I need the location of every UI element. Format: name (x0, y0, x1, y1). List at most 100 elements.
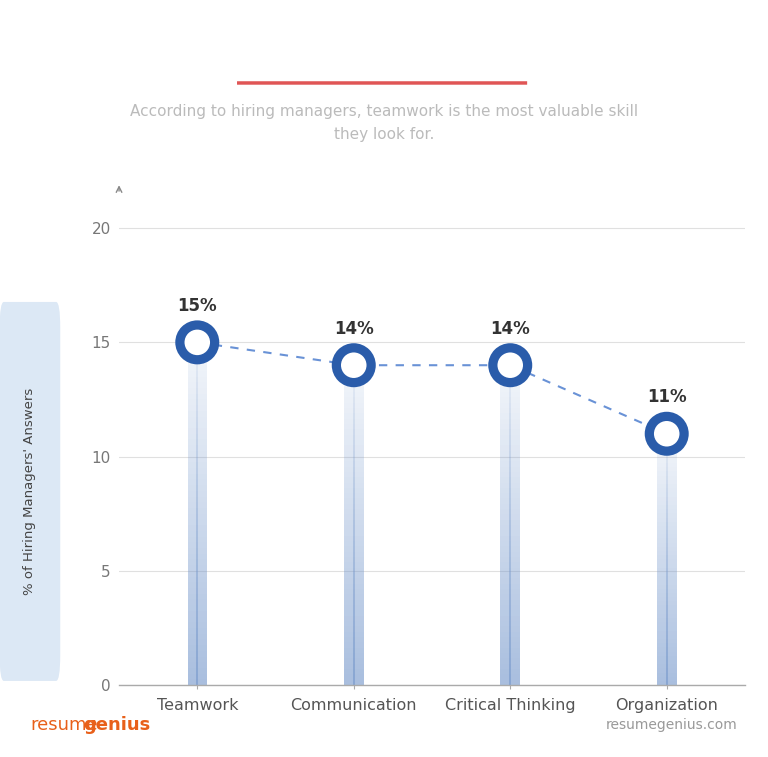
Bar (353, 615, 363, 621)
Bar (187, 474, 198, 479)
Bar (353, 531, 363, 536)
Bar (501, 477, 511, 482)
Bar (509, 445, 520, 450)
Bar (657, 538, 668, 543)
Bar (666, 627, 677, 631)
Bar (196, 416, 207, 422)
Bar (187, 400, 198, 405)
Bar (344, 637, 355, 643)
Bar (657, 509, 668, 513)
Bar (501, 621, 511, 627)
Bar (501, 440, 511, 445)
Bar (344, 429, 355, 435)
Bar (501, 525, 511, 531)
Bar (657, 492, 668, 497)
Bar (353, 632, 363, 637)
Bar (196, 394, 207, 400)
Bar (187, 468, 198, 474)
Bar (509, 525, 520, 531)
Bar (196, 531, 207, 537)
Bar (196, 582, 207, 588)
Bar (353, 456, 363, 461)
Bar (666, 593, 677, 597)
Bar (666, 614, 677, 618)
Bar (353, 637, 363, 643)
Bar (509, 589, 520, 594)
Bar (657, 584, 668, 589)
Bar (509, 482, 520, 488)
Bar (353, 557, 363, 562)
Bar (353, 674, 363, 680)
Bar (196, 605, 207, 611)
Bar (196, 348, 207, 354)
Bar (187, 354, 198, 360)
Bar (666, 668, 677, 672)
Bar (196, 645, 207, 651)
Bar (657, 472, 668, 475)
Bar (666, 652, 677, 656)
Bar (187, 514, 198, 519)
Bar (501, 547, 511, 552)
Bar (509, 413, 520, 419)
Text: resumegenius.com: resumegenius.com (605, 718, 737, 732)
Bar (509, 621, 520, 627)
Bar (344, 499, 355, 504)
Bar (353, 392, 363, 397)
Bar (344, 578, 355, 584)
Bar (501, 643, 511, 648)
Bar (666, 601, 677, 606)
Bar (666, 618, 677, 622)
Bar (196, 668, 207, 674)
Bar (501, 493, 511, 499)
Bar (353, 536, 363, 541)
Bar (666, 622, 677, 627)
Bar (657, 581, 668, 584)
Bar (666, 639, 677, 643)
Ellipse shape (184, 329, 210, 355)
Bar (196, 537, 207, 542)
Bar (501, 466, 511, 472)
Bar (344, 568, 355, 573)
Bar (501, 680, 511, 685)
Bar (344, 445, 355, 450)
Bar (353, 461, 363, 466)
Bar (501, 557, 511, 562)
Bar (501, 653, 511, 659)
Bar (196, 382, 207, 388)
Bar (657, 618, 668, 622)
Bar (501, 669, 511, 674)
Bar (196, 451, 207, 456)
Bar (666, 497, 677, 501)
Bar (187, 519, 198, 525)
Bar (666, 455, 677, 459)
Bar (501, 515, 511, 520)
Bar (509, 648, 520, 653)
Bar (353, 584, 363, 589)
Bar (196, 463, 207, 468)
Bar (657, 522, 668, 526)
Bar (657, 480, 668, 484)
Bar (196, 577, 207, 582)
Bar (353, 509, 363, 515)
Bar (344, 472, 355, 477)
Bar (509, 615, 520, 621)
Bar (666, 547, 677, 551)
Bar (353, 605, 363, 610)
Bar (501, 589, 511, 594)
Bar (509, 600, 520, 605)
Bar (344, 531, 355, 536)
Bar (501, 387, 511, 392)
Bar (509, 610, 520, 615)
Bar (187, 371, 198, 377)
Bar (657, 601, 668, 606)
Bar (666, 584, 677, 589)
Bar (666, 597, 677, 601)
Bar (196, 679, 207, 685)
Bar (353, 664, 363, 669)
Bar (509, 674, 520, 680)
Bar (501, 435, 511, 440)
Bar (666, 660, 677, 664)
Bar (666, 534, 677, 538)
Bar (353, 408, 363, 413)
Bar (196, 616, 207, 622)
